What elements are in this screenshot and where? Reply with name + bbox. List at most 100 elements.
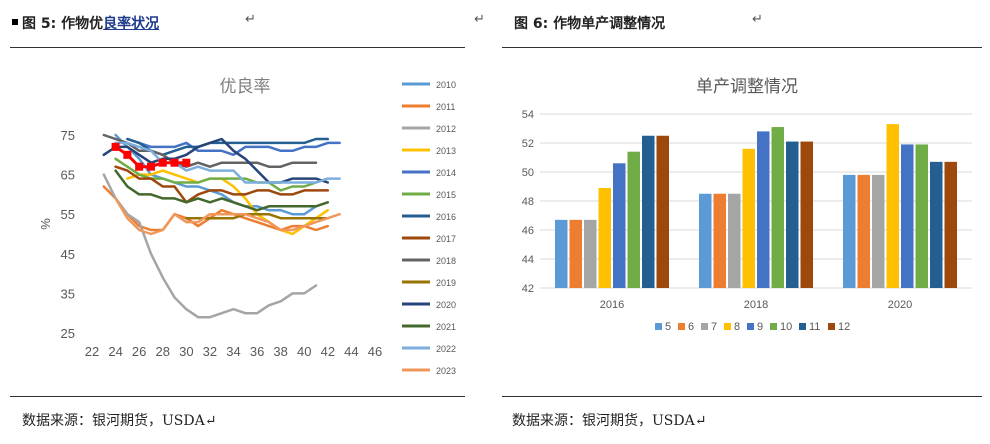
series-2024 (111, 142, 191, 171)
legend-label-2015: 2015 (436, 190, 456, 200)
legend-label-2018: 2018 (436, 256, 456, 266)
x-tick-label: 24 (108, 344, 122, 359)
bar-2016-11 (642, 135, 655, 288)
bar-2016-6 (569, 219, 582, 288)
series-line-2021 (114, 169, 330, 212)
y-tick-label: 54 (522, 109, 534, 121)
legend-label-2010: 2010 (436, 80, 456, 90)
bar-2018-5 (699, 193, 712, 288)
left-figure-title-underlined: 良率状况 (103, 16, 160, 32)
legend-label-2016: 2016 (436, 212, 456, 222)
legend-label-11: 11 (809, 321, 820, 333)
series-line-2023 (114, 197, 341, 236)
bar-2016-12 (656, 135, 669, 288)
right-source-note: 数据来源：银河期货，USDA↵ (512, 413, 707, 429)
x-tick-label: 22 (85, 344, 99, 359)
series-marker-2024 (135, 162, 144, 171)
legend-label-7: 7 (711, 321, 717, 333)
series-2020 (102, 137, 330, 184)
legend-swatch-12 (828, 323, 835, 330)
top-rule (10, 47, 465, 48)
series-2013 (126, 169, 330, 236)
series-line-2012 (102, 173, 318, 319)
left-figure-title: 图 5: 作物优良率状况 (12, 13, 159, 33)
growth-rating-line-chart: 优良率 25 35 45 55 65 75 22 24 26 28 30 32 34 36 38 40 42 44 4… (38, 77, 456, 376)
series-marker-2024 (111, 142, 120, 151)
legend-label-2013: 2013 (436, 146, 456, 156)
series-2010 (114, 133, 318, 216)
x-tick-label: 36 (250, 344, 264, 359)
legend-label-6: 6 (688, 321, 694, 333)
x-tick-label: 38 (273, 344, 287, 359)
x-tick-label: 30 (179, 344, 193, 359)
series-2021 (114, 169, 330, 212)
left-source-note: 数据来源：银河期货，USDA↵ (22, 413, 217, 429)
legend-label-2011: 2011 (436, 102, 455, 112)
legend-label-2019: 2019 (436, 278, 456, 288)
bar-2020-9 (901, 144, 914, 288)
bullet-square-icon (12, 19, 18, 25)
series-marker-2024 (158, 158, 167, 167)
legend-label-2023: 2023 (436, 366, 456, 376)
bottom-rule (502, 396, 982, 397)
y-axis-label: % (38, 218, 53, 230)
bar-2018-7 (728, 193, 741, 288)
bar-2018-9 (757, 131, 770, 288)
bottom-rule (10, 396, 465, 397)
bar-2016-8 (598, 187, 611, 288)
legend-swatch-7 (701, 323, 708, 330)
series-line-2017 (114, 165, 330, 204)
y-tick-label: 65 (61, 168, 75, 183)
series-line-2020 (102, 137, 330, 184)
x-tick-label: 44 (344, 344, 358, 359)
bar-2018-6 (713, 193, 726, 288)
right-figure-title: 图 6: 作物单产调整情况 (514, 13, 665, 33)
legend-swatch-8 (724, 323, 731, 330)
legend-swatch-10 (770, 323, 777, 330)
bar-2020-8 (886, 124, 899, 289)
x-tick-label: 2016 (600, 299, 624, 311)
bar-2020-12 (944, 161, 957, 288)
series-line-2014 (126, 137, 341, 157)
x-tick-label: 32 (203, 344, 217, 359)
bar-2018-11 (786, 141, 799, 288)
bar-2016-7 (584, 219, 597, 288)
right-figure-title-text: 作物单产调整情况 (553, 16, 666, 32)
left-figure-title-plain: 作物优 (61, 16, 104, 32)
y-tick-label: 46 (522, 225, 534, 237)
return-mark-icon: ↵ (752, 12, 763, 27)
x-tick-label: 28 (156, 344, 170, 359)
x-tick-label: 40 (297, 344, 311, 359)
series-2018 (102, 133, 318, 168)
series-2014 (126, 137, 341, 157)
right-figure-panel: 图 6: 作物单产调整情况 ↵ 单产调整情况 42 44 46 48 50 52 54 2016… (502, 0, 990, 444)
chart-title: 优良率 (220, 77, 271, 96)
legend-label-2022: 2022 (436, 344, 456, 354)
series-2019 (185, 212, 330, 220)
left-figure-panel: 图 5: 作物优良率状况 ↵ 优良率 25 35 45 55 65 75 22 24 26 28 30… (0, 0, 480, 444)
x-tick-label: 2018 (744, 299, 768, 311)
legend-label-2020: 2020 (436, 300, 456, 310)
legend-label-2014: 2014 (436, 168, 456, 178)
return-mark-icon: ↵ (245, 12, 256, 27)
bar-2018-8 (742, 148, 755, 288)
y-tick-label: 50 (522, 167, 534, 179)
bar-2020-10 (915, 144, 928, 288)
series-marker-2024 (170, 158, 179, 167)
series-line-2019 (185, 212, 330, 220)
yield-adjustment-bar-chart: 单产调整情况 42 44 46 48 50 52 54 2016 2018 2020 5 6 7 8 9 10 1… (522, 77, 972, 333)
series-marker-2024 (182, 158, 191, 167)
legend-label-2017: 2017 (436, 234, 456, 244)
series-2022 (114, 141, 341, 184)
legend-label-8: 8 (734, 321, 740, 333)
legend-swatch-9 (747, 323, 754, 330)
left-figure-label: 图 5: (22, 16, 57, 32)
bar-2020-5 (843, 174, 856, 288)
y-tick-label: 55 (61, 207, 75, 222)
bar-2016-9 (613, 163, 626, 288)
y-tick-label: 75 (61, 128, 75, 143)
x-tick-label: 46 (368, 344, 382, 359)
top-rule (502, 47, 982, 48)
chart-title: 单产调整情况 (696, 77, 798, 96)
legend-swatch-11 (799, 323, 806, 330)
